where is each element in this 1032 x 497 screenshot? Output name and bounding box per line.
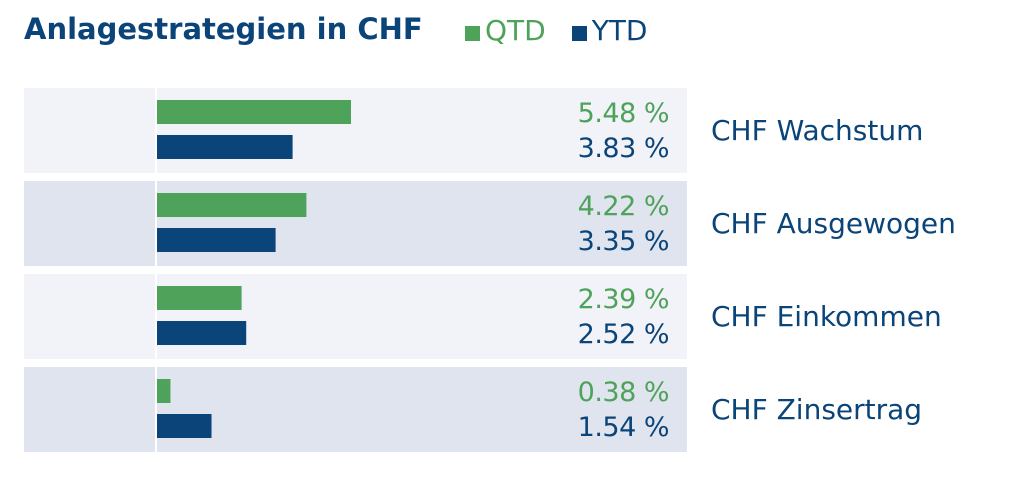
data-label-ytd: 1.54 %	[578, 412, 669, 443]
bar-ytd	[157, 321, 247, 345]
bar-qtd	[157, 100, 351, 124]
legend-item-qtd: QTD	[465, 14, 546, 47]
category-label: CHF Wachstum	[711, 114, 923, 147]
category-label: CHF Zinsertrag	[711, 393, 922, 426]
category-label: CHF Einkommen	[711, 300, 942, 333]
data-label-ytd: 3.35 %	[578, 226, 669, 257]
legend-swatch-qtd	[465, 26, 480, 41]
bar-ytd	[157, 135, 293, 159]
legend-item-ytd: YTD	[571, 14, 648, 47]
row-band	[24, 88, 687, 173]
chart-title: Anlagestrategien in CHF	[24, 12, 423, 46]
bar-qtd	[157, 193, 307, 217]
row-band	[24, 181, 687, 266]
bar-ytd	[157, 228, 276, 252]
data-label-ytd: 2.52 %	[578, 319, 669, 350]
legend-swatch-ytd	[571, 26, 587, 41]
bar-qtd	[157, 286, 242, 310]
row-band	[24, 367, 687, 452]
data-label-qtd: 5.48 %	[578, 98, 669, 129]
data-label-ytd: 3.83 %	[578, 133, 669, 164]
data-label-qtd: 4.22 %	[578, 191, 669, 222]
bar-qtd	[157, 379, 171, 403]
data-label-qtd: 0.38 %	[578, 377, 669, 408]
data-label-qtd: 2.39 %	[578, 284, 669, 315]
chart-legend: QTD YTD	[465, 14, 673, 47]
bar-ytd	[157, 414, 212, 438]
legend-label-qtd: QTD	[485, 14, 546, 47]
legend-label-ytd: YTD	[591, 14, 648, 47]
row-band	[24, 274, 687, 359]
category-label: CHF Ausgewogen	[711, 207, 956, 240]
